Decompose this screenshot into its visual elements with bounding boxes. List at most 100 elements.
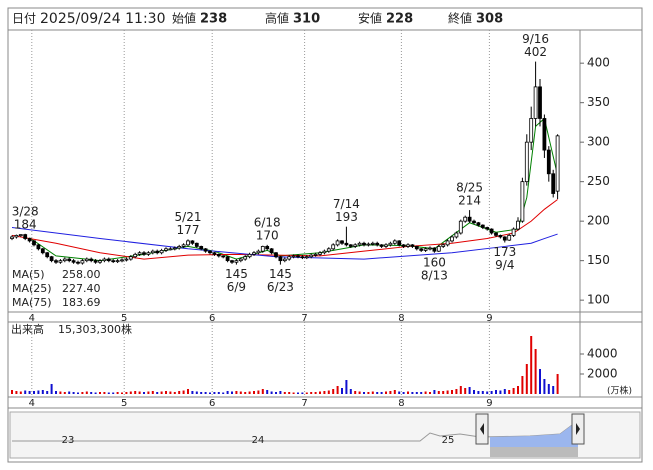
candle-body — [269, 248, 274, 254]
candle-body — [520, 181, 525, 222]
volume-bar — [556, 374, 559, 394]
volume-bar — [107, 392, 110, 394]
volume-bar — [314, 392, 317, 394]
volume-bar — [204, 392, 207, 394]
annotation-date: 7/14 — [333, 197, 360, 211]
candle-body — [238, 258, 243, 262]
annotation-price: 145 — [225, 267, 248, 281]
candle-body — [419, 248, 424, 251]
x-tick-label: 4 — [29, 398, 35, 409]
candle-body — [366, 243, 371, 246]
candle-body — [49, 256, 54, 262]
candle-body — [274, 252, 278, 258]
volume-bar — [433, 390, 436, 394]
volume-bar — [530, 336, 533, 394]
volume-bar — [407, 391, 409, 394]
candle-body — [115, 260, 120, 263]
x-tick-label: 9 — [486, 313, 492, 324]
volume-bar — [503, 389, 506, 394]
candle-body — [291, 255, 296, 258]
candle-body — [164, 248, 168, 251]
quote-label: 終値 — [448, 11, 472, 26]
volume-bar — [151, 391, 154, 394]
candle-body — [208, 250, 212, 254]
candle-body — [93, 260, 98, 263]
x-tick-label: 6 — [209, 398, 215, 409]
volume-bar — [33, 391, 35, 394]
volume-bar — [473, 390, 475, 394]
candle-body — [98, 260, 102, 263]
candle-body — [194, 242, 199, 247]
candle-body — [511, 228, 516, 236]
volume-bar — [336, 386, 339, 394]
volume-bar — [63, 392, 66, 394]
candle-body — [406, 244, 410, 247]
annotation-price: 170 — [256, 228, 279, 242]
candle-body — [203, 248, 208, 252]
candle-body — [480, 224, 485, 228]
datetime: 2025/09/24 11:30 — [40, 11, 166, 27]
x-tick-label: 4 — [29, 313, 35, 324]
y-tick-label: 4000 — [587, 347, 618, 361]
volume-bar — [59, 391, 62, 394]
candle-body — [454, 232, 459, 238]
candle-body — [296, 255, 300, 258]
candle-body — [106, 258, 111, 262]
candle-body — [546, 149, 551, 175]
x-tick-label: 7 — [301, 313, 307, 324]
volume-bar — [213, 392, 216, 394]
navigator-label: 24 — [252, 435, 265, 446]
volume-bar — [508, 390, 511, 394]
candle-body — [128, 256, 133, 260]
candle-body — [14, 234, 19, 238]
candle-body — [533, 86, 538, 119]
annotation-price: 214 — [458, 194, 481, 208]
candle-body — [502, 236, 507, 241]
candle-body — [300, 256, 305, 259]
quote-label: 安値 — [358, 11, 382, 26]
quote-value: 308 — [476, 12, 503, 27]
candle-body — [199, 246, 204, 250]
volume-bar — [495, 390, 497, 394]
annotation-price: 177 — [177, 223, 200, 237]
candle-body — [555, 135, 560, 192]
candle-body — [485, 227, 490, 230]
navigator-scrollbar[interactable] — [490, 447, 578, 457]
volume-bar — [178, 391, 181, 394]
volume-bar — [275, 392, 277, 394]
candle-body — [190, 240, 195, 244]
candle-body — [476, 222, 481, 226]
candle-body — [414, 246, 419, 250]
candle-body — [54, 260, 58, 263]
candle-body — [379, 244, 384, 247]
candle-body — [10, 236, 14, 239]
volume-bar — [283, 392, 286, 394]
candle-body — [401, 244, 406, 247]
volume-bar — [341, 388, 343, 394]
annotation-date: 3/28 — [12, 204, 39, 218]
volume-bar — [129, 391, 132, 394]
volume-bar — [499, 390, 502, 394]
candle-body — [265, 246, 270, 250]
candle-body — [397, 240, 402, 246]
candle-body — [146, 252, 151, 255]
annotation-price: 173 — [493, 245, 516, 259]
y-tick-label: 400 — [587, 56, 610, 70]
volume-bar — [121, 392, 123, 394]
handle-arrow — [576, 423, 580, 435]
volume-title: 出来高 — [11, 322, 44, 336]
candle-body — [348, 244, 353, 247]
x-tick-label: 5 — [121, 398, 127, 409]
candle-body — [441, 244, 446, 247]
candle-body — [524, 141, 529, 183]
annotation-price: 184 — [14, 217, 37, 231]
quote-value: 310 — [293, 12, 320, 27]
date-label: 日付 — [12, 12, 36, 26]
candle-body — [489, 228, 494, 234]
candle-body — [450, 236, 454, 242]
candle-body — [150, 250, 155, 254]
annotation-date: 6/18 — [254, 215, 281, 229]
candle-body — [353, 244, 358, 247]
volume-bar — [481, 391, 484, 394]
candle-body — [370, 242, 375, 245]
